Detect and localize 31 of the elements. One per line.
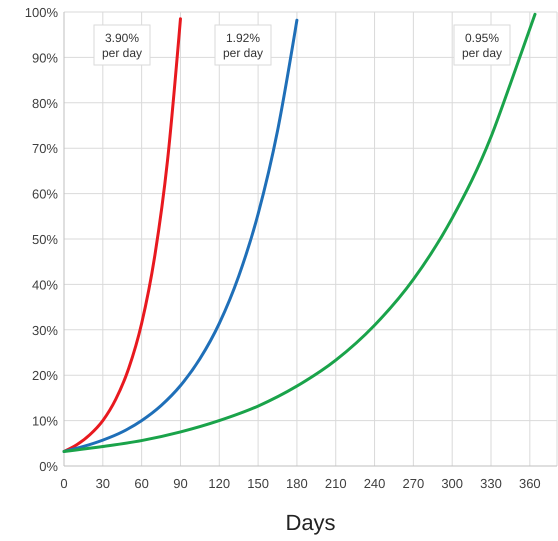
x-tick-label: 60 (134, 476, 149, 491)
annotation: 1.92% per day (222, 31, 264, 60)
x-tick-label: 180 (286, 476, 308, 491)
y-tick-label: 60% (32, 186, 58, 202)
x-tick-label: 270 (402, 476, 424, 491)
annotation: 3.90% per day (102, 31, 142, 60)
x-tick-label: 210 (324, 476, 347, 491)
x-axis-title: Days (285, 510, 336, 535)
x-tick-label: 330 (480, 476, 502, 491)
y-tick-label: 40% (32, 277, 58, 292)
annotation: 0.95% per day (462, 31, 502, 60)
x-tick-label: 300 (441, 476, 464, 491)
x-tick-label: 240 (364, 476, 386, 491)
y-tick-label: 80% (32, 96, 58, 111)
y-tick-label: 20% (32, 368, 58, 384)
y-tick-label: 50% (32, 232, 58, 247)
x-tick-label: 120 (208, 476, 230, 491)
y-tick-label: 70% (32, 141, 58, 156)
y-tick-label: 100% (24, 5, 58, 20)
y-tick-label: 0% (39, 459, 58, 474)
y-tick-label: 10% (32, 414, 58, 429)
line-series (62, 17, 182, 453)
y-tick-label: 90% (32, 50, 58, 66)
x-tick-label: 150 (247, 476, 269, 491)
x-tick-label: 0 (60, 476, 68, 491)
line-series (62, 18, 298, 453)
line-series (62, 12, 537, 453)
x-tick-label: 30 (96, 476, 110, 491)
x-tick-label: 90 (173, 476, 188, 491)
y-tick-label: 30% (32, 322, 58, 338)
x-tick-label: 360 (518, 476, 541, 491)
